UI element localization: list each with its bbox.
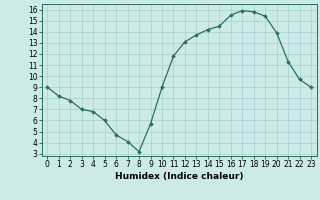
X-axis label: Humidex (Indice chaleur): Humidex (Indice chaleur) bbox=[115, 172, 244, 181]
